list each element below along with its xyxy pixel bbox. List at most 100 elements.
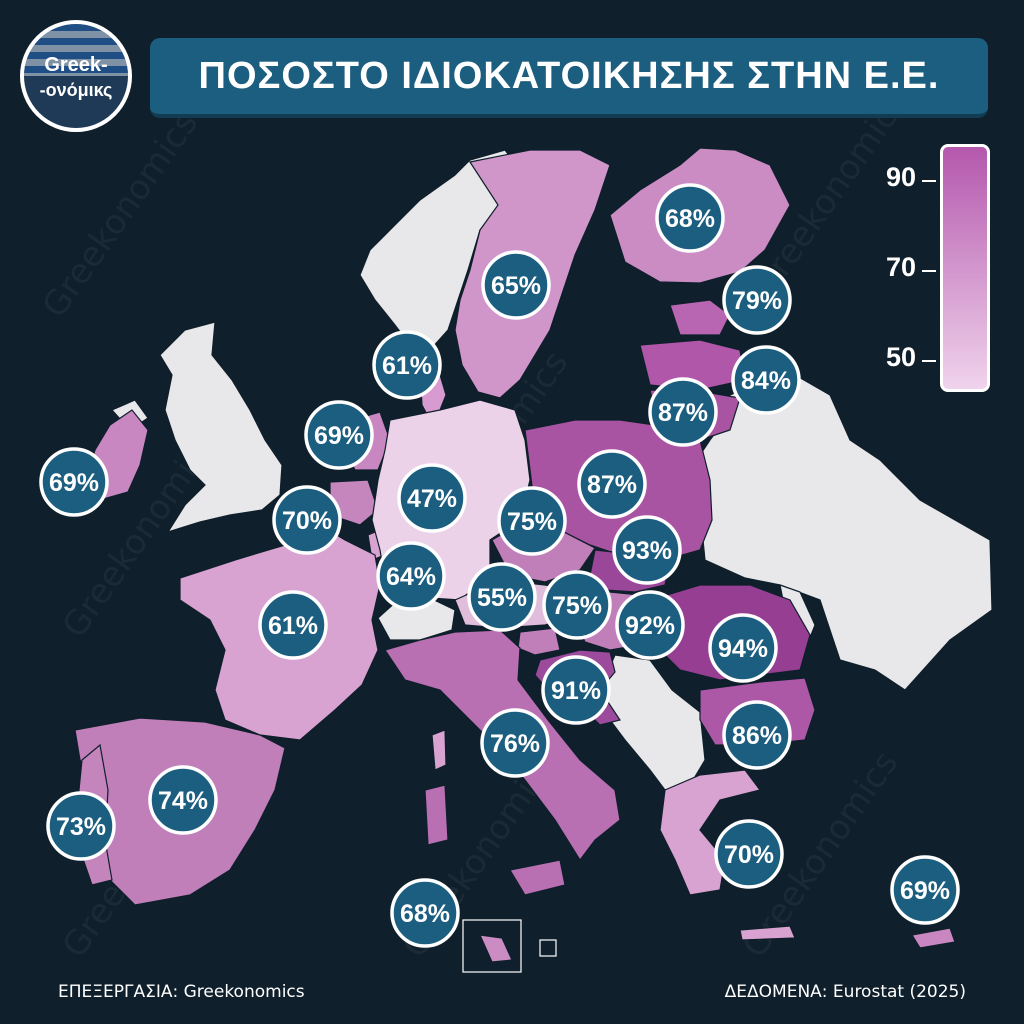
- badge-value-label: 65%: [491, 272, 541, 300]
- legend-tick-mark: [922, 270, 936, 272]
- footer-credit: ΕΠΕΞΕΡΓΑΣΙΑ: Greekonomics: [58, 982, 305, 1002]
- value-badge: 65%: [481, 250, 551, 320]
- malta-shape: [479, 934, 513, 963]
- badge-value-label: 68%: [665, 205, 715, 233]
- badge-value-label: 69%: [314, 422, 364, 450]
- badge-circle: [731, 345, 801, 415]
- badge-circle: [615, 590, 685, 660]
- logo-line-2: -ονόμικς: [39, 80, 113, 100]
- value-badge: 69%: [304, 400, 374, 470]
- badge-value-label: 68%: [400, 900, 450, 928]
- value-badge: 87%: [648, 377, 718, 447]
- value-badge: 75%: [542, 570, 612, 640]
- badge-value-label: 92%: [625, 612, 675, 640]
- badge-value-label: 55%: [477, 584, 527, 612]
- badge-value-label: 47%: [407, 485, 457, 513]
- corsica-shape: [431, 729, 447, 771]
- brand-logo: Greek- -ονόμικς: [20, 20, 132, 132]
- value-badge: 74%: [148, 765, 218, 835]
- malta-inset: [462, 919, 557, 973]
- badge-circle: [272, 485, 342, 555]
- badge-value-label: 69%: [49, 469, 99, 497]
- badge-value-label: 93%: [622, 537, 672, 565]
- badge-circle: [258, 590, 328, 660]
- badge-value-label: 94%: [718, 635, 768, 663]
- badge-value-label: 74%: [158, 787, 208, 815]
- legend-color-scale: [940, 144, 990, 392]
- crete-shape: [739, 925, 796, 941]
- badge-circle: [376, 541, 446, 611]
- slovenia-shape: [517, 627, 561, 656]
- badge-circle: [722, 265, 792, 335]
- badge-value-label: 87%: [658, 399, 708, 427]
- badge-value-label: 61%: [268, 612, 318, 640]
- value-badge: 84%: [731, 345, 801, 415]
- value-badge: 68%: [390, 878, 460, 948]
- badge-value-label: 70%: [282, 507, 332, 535]
- greek-flag-icon: [24, 24, 128, 76]
- title-banner: ΠΟΣΟΣΤΟ ΙΔΙΟΚΑΤΟΙΚΗΣΗΣ ΣΤΗΝ Ε.Ε.: [150, 38, 988, 118]
- badge-circle: [655, 183, 725, 253]
- value-badge: 70%: [714, 819, 784, 889]
- badge-circle: [467, 562, 537, 632]
- badge-circle: [577, 449, 647, 519]
- value-badge: 61%: [372, 330, 442, 400]
- value-badge: 55%: [467, 562, 537, 632]
- page-title: ΠΟΣΟΣΤΟ ΙΔΙΟΚΑΤΟΙΚΗΣΗΣ ΣΤΗΝ Ε.Ε.: [198, 54, 940, 97]
- badge-circle: [648, 377, 718, 447]
- badge-circle: [722, 700, 792, 770]
- value-badge: 79%: [722, 265, 792, 335]
- value-badge: 47%: [397, 463, 467, 533]
- value-badge: 94%: [708, 613, 778, 683]
- badge-circle: [541, 655, 611, 725]
- badge-value-label: 75%: [507, 508, 557, 536]
- legend-label-90: 90: [885, 162, 916, 192]
- badge-value-label: 91%: [551, 677, 601, 705]
- value-badge: 87%: [577, 449, 647, 519]
- malta-inset-frame: [462, 919, 522, 973]
- badge-value-label: 79%: [732, 287, 782, 315]
- badge-value-label: 84%: [741, 367, 791, 395]
- badge-circle: [304, 400, 374, 470]
- value-badge: 76%: [480, 708, 550, 778]
- badge-circle: [542, 570, 612, 640]
- non-eu-land: [110, 149, 993, 791]
- badge-circle: [481, 250, 551, 320]
- badge-circle: [480, 708, 550, 778]
- value-badge: 69%: [39, 447, 109, 517]
- value-badge: 86%: [722, 700, 792, 770]
- estonia-shape: [669, 299, 731, 336]
- value-badge: 93%: [612, 515, 682, 585]
- badge-value-label: 69%: [900, 877, 950, 905]
- malta-locator-box: [539, 939, 557, 957]
- logo-line-1: Greek-: [44, 54, 108, 76]
- badge-value-label: 76%: [490, 730, 540, 758]
- value-badge: 91%: [541, 655, 611, 725]
- legend-tick-mark: [922, 360, 936, 362]
- value-badge: 64%: [376, 541, 446, 611]
- badge-circle: [397, 463, 467, 533]
- badge-layer: 68% 65% 79% 84% 87% 61% 69% 69% 70% 47% 75% 87% 93% 6…: [39, 183, 960, 948]
- badge-circle: [714, 819, 784, 889]
- badge-circle: [372, 330, 442, 400]
- legend-tick-mark: [922, 180, 936, 182]
- badge-value-label: 64%: [386, 563, 436, 591]
- balkans-shape: [599, 654, 706, 791]
- legend-label-70: 70: [885, 252, 916, 282]
- value-badge: 73%: [46, 791, 116, 861]
- badge-circle: [890, 855, 960, 925]
- sardinia-shape: [424, 784, 449, 846]
- value-badge: 92%: [615, 590, 685, 660]
- value-badge: 75%: [497, 486, 567, 556]
- sicily-shape: [509, 859, 566, 896]
- value-badge: 68%: [655, 183, 725, 253]
- badge-circle: [497, 486, 567, 556]
- badge-circle: [612, 515, 682, 585]
- badge-circle: [46, 791, 116, 861]
- value-badge: 61%: [258, 590, 328, 660]
- legend-label-50: 50: [885, 342, 916, 372]
- badge-value-label: 75%: [552, 592, 602, 620]
- value-badge: 69%: [890, 855, 960, 925]
- badge-value-label: 87%: [587, 471, 637, 499]
